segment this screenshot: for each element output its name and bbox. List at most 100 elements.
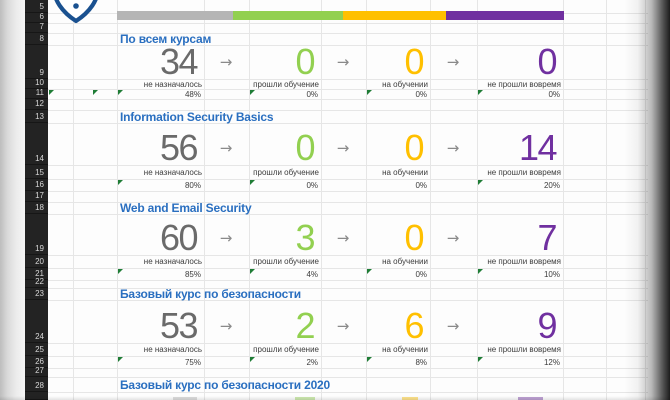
metric-label-cell[interactable]: прошли обучение bbox=[253, 79, 319, 89]
row-header[interactable]: 21 bbox=[25, 268, 48, 280]
metric-value-cell[interactable]: 0 bbox=[404, 41, 424, 83]
section-title-cell[interactable]: По всем курсам bbox=[120, 32, 212, 46]
shield-logo-icon bbox=[54, 0, 98, 24]
metric-label-cell[interactable]: прошли обучение bbox=[253, 345, 319, 354]
gridline bbox=[249, 0, 250, 400]
metric-label-cell[interactable]: не назначалось bbox=[143, 167, 202, 177]
metric-percent-cell[interactable]: 8% bbox=[415, 357, 427, 367]
row-header[interactable]: 13 bbox=[25, 110, 48, 123]
metric-label-cell[interactable]: не прошли вовремя bbox=[487, 79, 561, 89]
row-header-label: 10 bbox=[35, 78, 44, 87]
metric-percent-cell[interactable]: 10% bbox=[543, 269, 560, 279]
gridline bbox=[48, 356, 648, 357]
row-header-label: 5 bbox=[39, 2, 44, 11]
metric-value-cell[interactable]: 53 bbox=[159, 305, 199, 347]
metric-value-cell[interactable]: 60 bbox=[159, 217, 199, 259]
metric-label-cell[interactable]: не прошли вовремя bbox=[487, 167, 561, 177]
row-header[interactable]: 26 bbox=[25, 356, 48, 368]
metric-value-cell[interactable]: 0 bbox=[404, 127, 424, 169]
metric-value-cell[interactable]: 2 bbox=[295, 305, 315, 347]
metric-percent-cell[interactable]: 0% bbox=[415, 89, 427, 99]
metric-label-cell[interactable]: на обучении bbox=[382, 167, 428, 177]
section-title-cell[interactable]: Web and Email Security bbox=[120, 201, 252, 215]
metric-percent-cell[interactable]: 0% bbox=[548, 89, 560, 99]
row-header[interactable]: 28 bbox=[25, 377, 48, 392]
row-header[interactable]: 10 bbox=[25, 78, 48, 89]
row-header[interactable]: 7 bbox=[25, 22, 48, 33]
row-header[interactable]: 19 bbox=[25, 214, 48, 255]
metric-value-cell[interactable]: 3 bbox=[295, 217, 315, 259]
row-header[interactable]: 11 bbox=[25, 88, 48, 99]
gridline bbox=[48, 300, 648, 301]
metric-value-cell[interactable]: 0 bbox=[295, 127, 315, 169]
partial-number-sliver bbox=[295, 397, 315, 400]
row-header[interactable]: 9 bbox=[25, 45, 48, 79]
section-title-cell[interactable]: Базовый курс по безопасности 2020 bbox=[120, 377, 331, 392]
section-title-cell[interactable]: Information Security Basics bbox=[120, 109, 274, 124]
row-header[interactable]: 14 bbox=[25, 123, 48, 165]
section-title-cell[interactable]: Базовый курс по безопасности bbox=[120, 287, 301, 301]
metric-value-cell[interactable]: 0 bbox=[537, 41, 557, 83]
flow-arrow: → bbox=[219, 229, 233, 247]
row-header[interactable]: 27 bbox=[25, 366, 48, 377]
metric-label-cell[interactable]: на обучении bbox=[382, 257, 428, 266]
metric-label-cell[interactable]: прошли обучение bbox=[253, 257, 319, 266]
row-header[interactable]: 8 bbox=[25, 33, 48, 45]
gridline bbox=[48, 123, 648, 124]
metric-percent-cell[interactable]: 12% bbox=[543, 357, 560, 367]
metric-value-cell[interactable]: 0 bbox=[404, 217, 424, 259]
metric-value-cell[interactable]: 0 bbox=[295, 41, 315, 83]
row-header[interactable]: 20 bbox=[25, 255, 48, 268]
metric-label-cell[interactable]: не назначалось bbox=[143, 257, 202, 266]
row-header[interactable]: 6 bbox=[25, 12, 48, 23]
row-header[interactable]: 12 bbox=[25, 99, 48, 110]
metric-value-cell[interactable]: 7 bbox=[537, 217, 557, 259]
error-indicator-triangle-icon bbox=[367, 90, 372, 95]
row-header[interactable]: 15 bbox=[25, 165, 48, 179]
flow-arrow: → bbox=[336, 229, 350, 247]
gridline bbox=[204, 0, 205, 400]
metric-label-cell[interactable]: на обучении bbox=[382, 345, 428, 354]
metric-percent-cell[interactable]: 0% bbox=[415, 269, 427, 279]
gridline bbox=[48, 368, 648, 369]
row-header[interactable]: 5 bbox=[25, 0, 48, 13]
row-header[interactable]: 22 bbox=[25, 277, 48, 288]
row-header[interactable]: 25 bbox=[25, 343, 48, 356]
metric-value-cell[interactable]: 56 bbox=[159, 127, 199, 169]
metric-value-cell[interactable]: 34 bbox=[159, 41, 199, 83]
metric-value-cell[interactable]: 14 bbox=[518, 127, 558, 169]
metric-label-cell[interactable]: не назначалось bbox=[143, 79, 202, 89]
legend-bar-segment-not-assigned bbox=[117, 11, 233, 20]
metric-label-cell[interactable]: прошли обучение bbox=[253, 167, 319, 177]
metric-percent-cell[interactable]: 85% bbox=[184, 269, 201, 279]
gridline bbox=[321, 0, 322, 400]
row-header[interactable]: 16 bbox=[25, 179, 48, 191]
metric-percent-cell[interactable]: 4% bbox=[306, 269, 318, 279]
metric-percent-cell[interactable]: 0% bbox=[306, 180, 318, 190]
error-indicator-triangle-icon bbox=[118, 269, 123, 274]
row-header[interactable]: 24 bbox=[25, 300, 48, 343]
row-header-label: 19 bbox=[35, 244, 44, 253]
metric-percent-cell[interactable]: 20% bbox=[543, 180, 560, 190]
row-header[interactable]: 17 bbox=[25, 191, 48, 202]
metric-percent-cell[interactable]: 0% bbox=[306, 89, 318, 99]
error-indicator-triangle-icon bbox=[49, 90, 54, 95]
row-header[interactable]: 18 bbox=[25, 202, 48, 214]
metric-percent-cell[interactable]: 0% bbox=[415, 180, 427, 190]
metric-percent-cell[interactable]: 2% bbox=[306, 357, 318, 367]
metric-label-cell[interactable]: не прошли вовремя bbox=[487, 257, 561, 266]
legend-bar-segment-in-training bbox=[343, 11, 446, 20]
row-header[interactable]: 23 bbox=[25, 288, 48, 300]
flow-arrow: → bbox=[336, 139, 350, 157]
row-header-label: 20 bbox=[35, 257, 44, 266]
metric-label-cell[interactable]: не прошли вовремя bbox=[487, 345, 561, 354]
gridline bbox=[48, 377, 648, 378]
error-indicator-triangle-icon bbox=[118, 90, 123, 95]
metric-label-cell[interactable]: на обучении bbox=[382, 79, 428, 89]
metric-value-cell[interactable]: 6 bbox=[404, 305, 424, 347]
metric-percent-cell[interactable]: 75% bbox=[184, 357, 201, 367]
metric-value-cell[interactable]: 9 bbox=[537, 305, 557, 347]
metric-percent-cell[interactable]: 80% bbox=[184, 180, 201, 190]
metric-percent-cell[interactable]: 48% bbox=[184, 89, 201, 99]
metric-label-cell[interactable]: не назначалось bbox=[143, 345, 202, 354]
